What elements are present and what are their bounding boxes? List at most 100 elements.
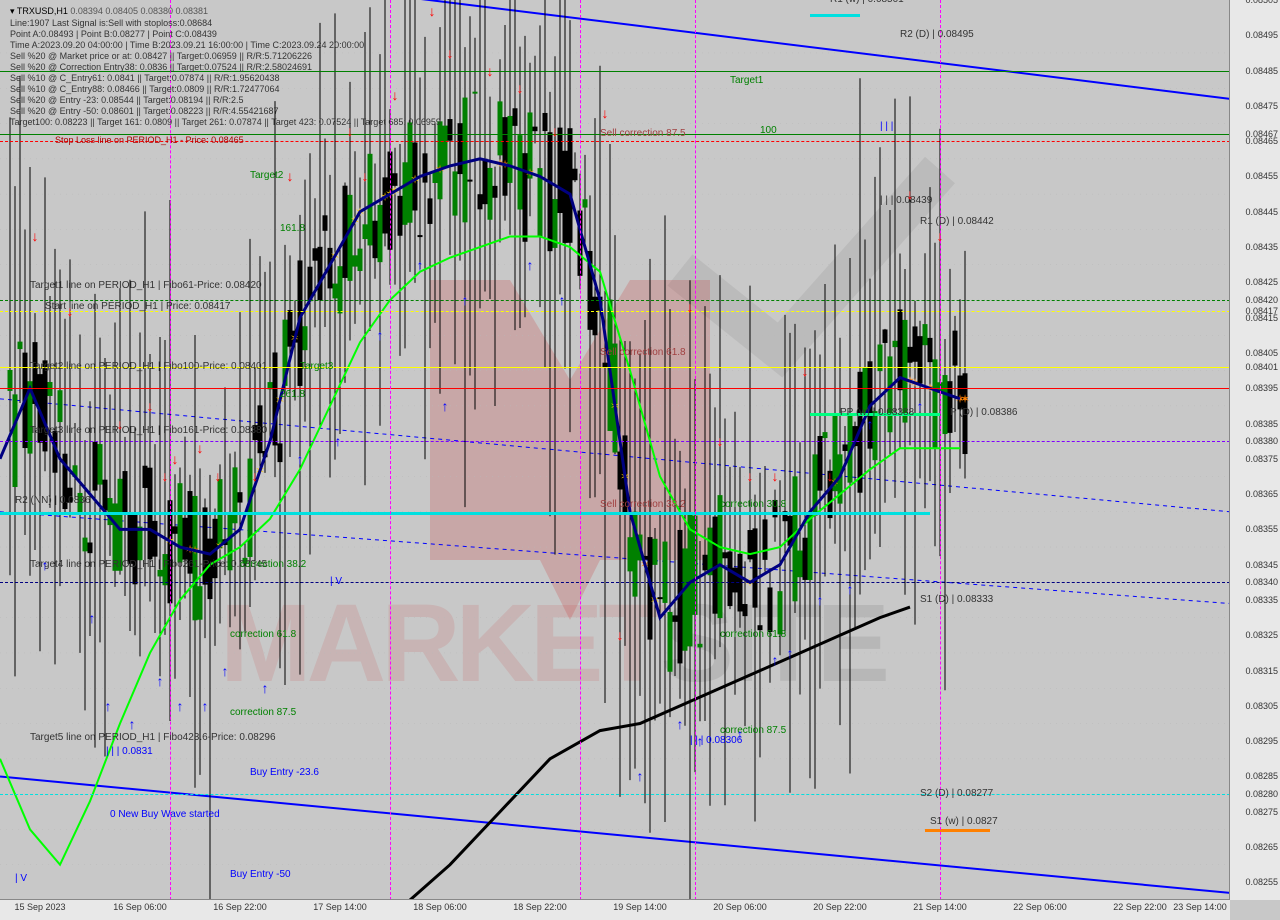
- info-line: Sell %20 @ Entry -23: 0.08544 || Target:…: [10, 95, 243, 105]
- info-line: Sell %10 @ C_Entry61: 0.0841 || Target:0…: [10, 73, 280, 83]
- arrow-down-icon: ↓: [747, 468, 754, 484]
- arrow-up-icon: ↑: [222, 663, 229, 679]
- chart-label: correction 87.5: [720, 725, 786, 736]
- vline: [390, 0, 391, 900]
- y-tick: 0.08375: [1245, 454, 1278, 464]
- y-tick: 0.08335: [1245, 595, 1278, 605]
- chart-label: correction 30.8: [720, 499, 786, 510]
- arrow-down-icon: ↓: [907, 186, 914, 202]
- y-tick: 0.08345: [1245, 560, 1278, 570]
- chart-label: Target1 line on PERIOD_H1 | Fibo61-Price…: [30, 280, 262, 291]
- chart-label: Target2: [250, 170, 283, 181]
- y-tick: 0.08401: [1245, 362, 1278, 372]
- chart-label: | | | 0.0831: [106, 746, 153, 757]
- arrow-down-icon: ↓: [447, 45, 454, 61]
- svg-text:✶: ✶: [380, 190, 390, 204]
- arrow-up-icon: ↑: [129, 716, 136, 732]
- arrow-down-icon: ↓: [717, 433, 724, 449]
- chart-label: P (D) | 0.08386: [950, 407, 1017, 418]
- y-tick: 0.08495: [1245, 30, 1278, 40]
- chart-label: R2 (NN) | 0.0836: [15, 495, 90, 506]
- svg-text:✶: ✶: [290, 331, 300, 345]
- watermark-red-shape-icon: [430, 280, 710, 625]
- arrow-down-icon: ↓: [687, 299, 694, 315]
- arrow-up-icon: ↑: [847, 581, 854, 597]
- arrow-down-icon: ↓: [197, 440, 204, 456]
- chart-label: Target5 line on PERIOD_H1 | Fibo423.6-Pr…: [30, 732, 276, 743]
- svg-text:✶: ✶: [495, 157, 505, 171]
- chart-label: Sell correction 38.2: [600, 499, 686, 510]
- svg-text:✶: ✶: [350, 214, 360, 228]
- svg-text:✶: ✶: [355, 205, 365, 219]
- x-tick: 21 Sep 14:00: [913, 902, 967, 912]
- x-tick: 16 Sep 06:00: [113, 902, 167, 912]
- y-tick: 0.08505: [1245, 0, 1278, 5]
- y-tick: 0.08455: [1245, 171, 1278, 181]
- y-tick: 0.08275: [1245, 807, 1278, 817]
- y-tick: 0.08485: [1245, 66, 1278, 76]
- svg-text:✶: ✶: [525, 166, 535, 180]
- arrow-up-icon: ↑: [637, 768, 644, 784]
- arrow-up-icon: ↑: [737, 726, 744, 742]
- chart-label: | V: [330, 576, 342, 587]
- arrow-up-icon: ↑: [89, 610, 96, 626]
- vline: [940, 0, 941, 900]
- y-tick: 0.08280: [1245, 789, 1278, 799]
- hline: 0.08340: [0, 582, 1230, 583]
- chart-label: Buy Entry -50: [230, 869, 291, 880]
- y-tick: 0.08265: [1245, 842, 1278, 852]
- info-line: Target100: 0.08223 || Target 161: 0.0809…: [10, 117, 441, 127]
- chart-label: Target2 line on PERIOD_H1 | Fibo100-Pric…: [30, 361, 267, 372]
- y-tick: 0.08340: [1245, 577, 1278, 587]
- arrow-up-icon: ↑: [462, 292, 469, 308]
- arrow-down-icon: ↓: [362, 168, 369, 184]
- x-tick: 22 Sep 06:00: [1013, 902, 1067, 912]
- x-tick: 18 Sep 22:00: [513, 902, 567, 912]
- info-line: Sell %10 @ C_Entry88: 0.08466 || Target:…: [10, 84, 280, 94]
- arrow-up-icon: ↑: [867, 416, 874, 432]
- chart-label: 161.8: [280, 223, 305, 234]
- svg-text:✶: ✶: [390, 184, 400, 198]
- vline: [695, 0, 696, 900]
- svg-text:✶: ✶: [190, 544, 200, 558]
- y-tick: 0.08395: [1245, 383, 1278, 393]
- hline: [925, 829, 990, 832]
- chart-label: 100: [760, 125, 777, 136]
- chart-label: Buy Entry -23.6: [250, 767, 319, 778]
- arrow-down-icon: ↓: [937, 228, 944, 244]
- arrow-up-icon: ↑: [335, 433, 342, 449]
- x-axis: 15 Sep 202316 Sep 06:0016 Sep 22:0017 Se…: [0, 899, 1230, 920]
- arrow-up-icon: ↑: [527, 257, 534, 273]
- chart-label: R2 (D) | 0.08495: [900, 29, 974, 40]
- arrow-down-icon: ↓: [162, 468, 169, 484]
- chart-area[interactable]: MARKETSITE ✶✶✶✶✶✶✶✶✶✶✶✶✶✶✶✶✶✶✶✶✶✶✶✶✶✶✶✶✶…: [0, 0, 1230, 900]
- y-tick: 0.08415: [1245, 313, 1278, 323]
- arrow-down-icon: ↓: [117, 416, 124, 432]
- chart-label: Target3: [300, 361, 333, 372]
- arrow-up-icon: ↑: [772, 652, 779, 668]
- x-tick: 18 Sep 06:00: [413, 902, 467, 912]
- chart-label: S2 (D) | 0.08277: [920, 788, 993, 799]
- chart-label: | | |: [880, 121, 893, 132]
- arrow-up-icon: ↑: [787, 645, 794, 661]
- y-tick: 0.08285: [1245, 771, 1278, 781]
- svg-text:✶: ✶: [435, 162, 445, 176]
- info-line: Time A:2023.09.20 04:00:00 | Time B:2023…: [10, 40, 364, 50]
- x-tick: 20 Sep 06:00: [713, 902, 767, 912]
- arrow-down-icon: ↓: [602, 105, 609, 121]
- arrow-down-icon: ↓: [147, 398, 154, 414]
- arrow-up-icon: ↑: [377, 327, 384, 343]
- chart-label: Target1: [730, 75, 763, 86]
- arrow-up-icon: ↑: [559, 292, 566, 308]
- arrow-up-icon: ↑: [297, 451, 304, 467]
- y-tick: 0.08435: [1245, 242, 1278, 252]
- arrow-down-icon: ↓: [772, 468, 779, 484]
- arrow-down-icon: ↓: [215, 468, 222, 484]
- svg-text:✶: ✶: [185, 542, 195, 556]
- chart-label: S1 (w) | 0.0827: [930, 816, 998, 827]
- arrow-down-icon: ↓: [32, 228, 39, 244]
- vline: [580, 0, 581, 900]
- chart-label: 261.8: [280, 389, 305, 400]
- arrow-up-icon: ↑: [697, 733, 704, 749]
- svg-text:✶: ✶: [500, 158, 510, 172]
